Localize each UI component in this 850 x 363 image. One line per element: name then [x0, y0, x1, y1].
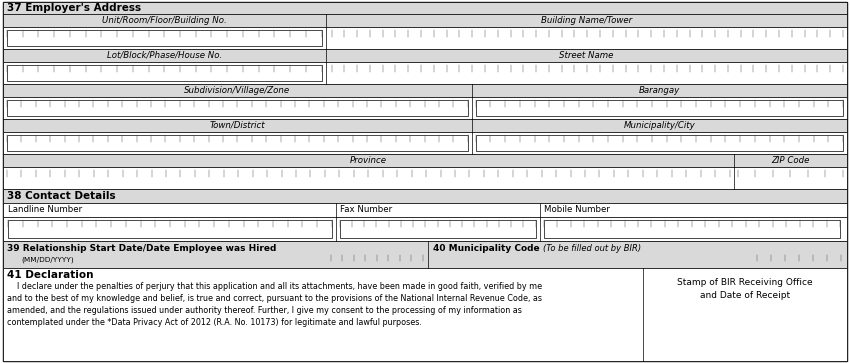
Bar: [3, 132, 847, 154]
Text: Building Name/Tower: Building Name/Tower: [541, 16, 632, 25]
Text: Street Name: Street Name: [559, 51, 614, 60]
Bar: [8, 220, 332, 238]
Bar: [3, 241, 847, 268]
Text: Town/District: Town/District: [210, 121, 265, 130]
Bar: [476, 100, 843, 116]
Bar: [3, 217, 847, 241]
Bar: [3, 189, 847, 203]
Bar: [3, 2, 847, 14]
Text: 37 Employer's Address: 37 Employer's Address: [7, 3, 141, 13]
Text: 39 Relationship Start Date/Date Employee was Hired: 39 Relationship Start Date/Date Employee…: [7, 244, 276, 253]
Text: Municipality/City: Municipality/City: [624, 121, 695, 130]
Text: Subdivision/Village/Zone: Subdivision/Village/Zone: [184, 86, 291, 95]
Text: (MM/DD/YYYY): (MM/DD/YYYY): [21, 257, 74, 263]
Bar: [3, 268, 847, 361]
Text: 38 Contact Details: 38 Contact Details: [7, 191, 116, 201]
Bar: [3, 203, 847, 217]
Bar: [3, 84, 847, 97]
Bar: [476, 135, 843, 151]
Text: 41 Declaration: 41 Declaration: [7, 270, 94, 280]
Text: Stamp of BIR Receiving Office
and Date of Receipt: Stamp of BIR Receiving Office and Date o…: [677, 278, 813, 299]
Bar: [3, 49, 847, 62]
Bar: [7, 30, 321, 46]
Text: Fax Number: Fax Number: [340, 205, 392, 215]
Bar: [3, 154, 847, 167]
Text: I declare under the penalties of perjury that this application and all its attac: I declare under the penalties of perjury…: [7, 282, 542, 327]
Text: (To be filled out by BIR): (To be filled out by BIR): [542, 244, 641, 253]
Bar: [7, 65, 321, 81]
Bar: [340, 220, 536, 238]
Bar: [3, 14, 847, 27]
Text: Province: Province: [349, 156, 387, 165]
Text: Barangay: Barangay: [638, 86, 680, 95]
Text: Lot/Block/Phase/House No.: Lot/Block/Phase/House No.: [106, 51, 222, 60]
Bar: [3, 119, 847, 132]
Text: 40 Municipality Code: 40 Municipality Code: [433, 244, 539, 253]
Bar: [3, 27, 847, 49]
Text: Mobile Number: Mobile Number: [544, 205, 609, 215]
Text: Unit/Room/Floor/Building No.: Unit/Room/Floor/Building No.: [102, 16, 227, 25]
Text: Landline Number: Landline Number: [8, 205, 82, 215]
Bar: [3, 97, 847, 119]
Bar: [7, 100, 468, 116]
Bar: [3, 167, 847, 189]
Bar: [544, 220, 840, 238]
Text: ZIP Code: ZIP Code: [771, 156, 809, 165]
Bar: [7, 135, 468, 151]
Bar: [3, 62, 847, 84]
